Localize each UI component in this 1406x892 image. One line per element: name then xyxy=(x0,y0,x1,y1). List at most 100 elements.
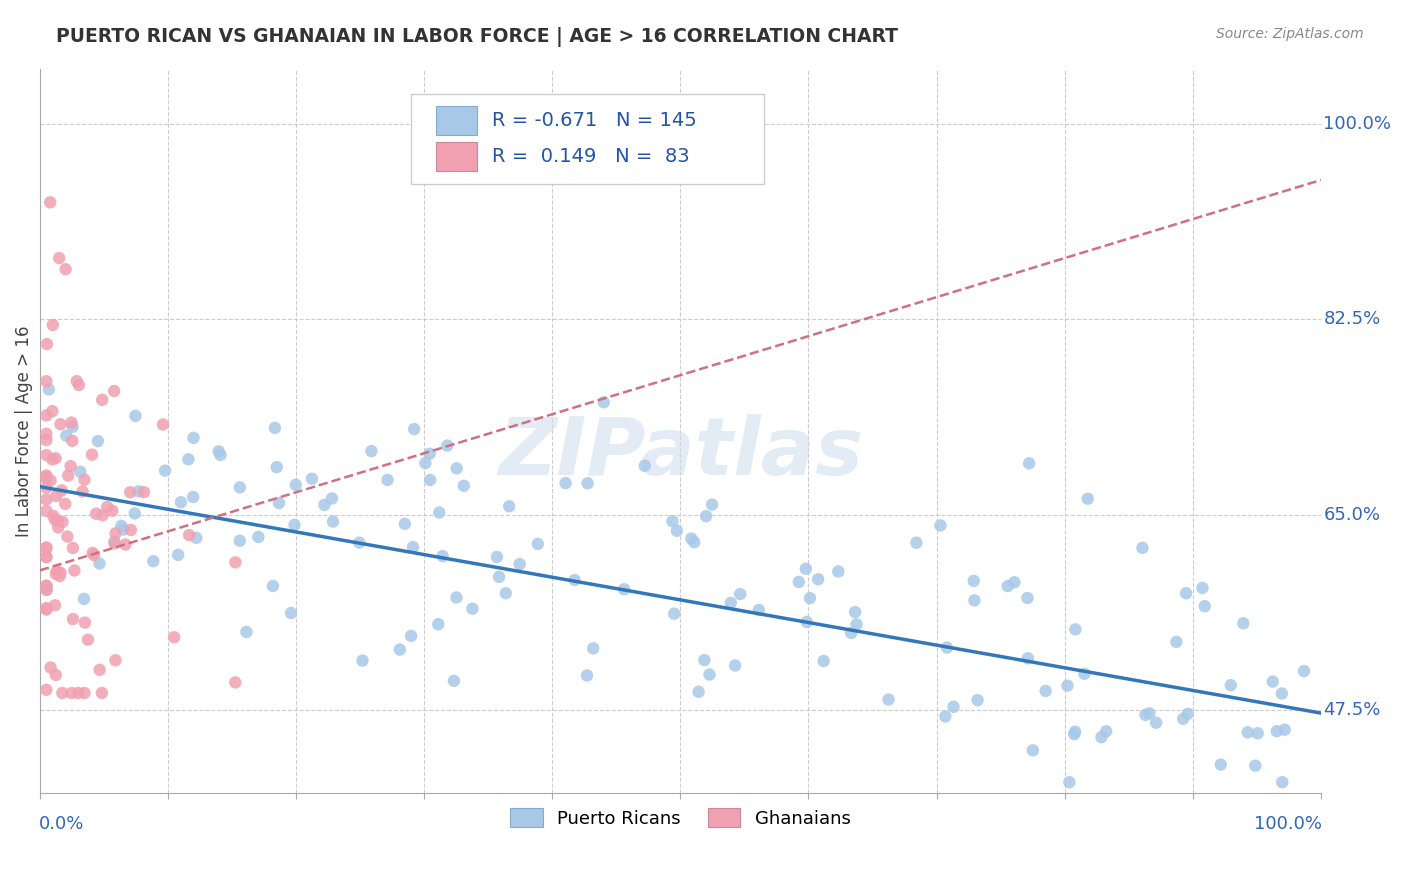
Point xyxy=(436,439,458,453)
Point xyxy=(1090,730,1112,744)
Point xyxy=(35,337,58,351)
Text: Source: ZipAtlas.com: Source: ZipAtlas.com xyxy=(1216,27,1364,41)
Point xyxy=(935,640,957,655)
Point xyxy=(128,484,150,499)
Point xyxy=(83,548,105,562)
Point xyxy=(1244,758,1267,772)
Point xyxy=(46,520,69,534)
Point xyxy=(45,668,67,682)
Point xyxy=(42,508,65,523)
Point xyxy=(167,548,190,562)
Point xyxy=(45,451,67,466)
Point xyxy=(89,663,111,677)
Point xyxy=(827,565,849,579)
Point xyxy=(35,682,58,697)
Point xyxy=(1022,743,1045,757)
Point xyxy=(114,537,136,551)
Point xyxy=(35,504,58,518)
Point xyxy=(58,468,80,483)
Point xyxy=(905,535,928,549)
Point xyxy=(48,251,70,265)
Point xyxy=(73,473,96,487)
Point xyxy=(35,579,58,593)
Point xyxy=(877,692,900,706)
Point xyxy=(266,460,288,475)
Point xyxy=(42,318,65,332)
Point xyxy=(1018,456,1040,470)
Point xyxy=(35,582,58,597)
Point xyxy=(153,464,176,478)
Point xyxy=(402,540,425,554)
Point xyxy=(73,591,96,606)
Legend: Puerto Ricans, Ghanaians: Puerto Ricans, Ghanaians xyxy=(503,801,858,835)
Point xyxy=(170,495,193,509)
Point xyxy=(229,480,252,494)
Point xyxy=(322,515,344,529)
Point xyxy=(799,591,821,606)
Point xyxy=(124,409,146,423)
Point xyxy=(35,470,58,484)
Point xyxy=(35,582,58,597)
Point xyxy=(51,686,73,700)
Point xyxy=(224,555,246,569)
Point xyxy=(35,481,58,495)
Point xyxy=(39,195,62,210)
Point xyxy=(592,395,614,409)
Point xyxy=(695,509,717,524)
Point xyxy=(665,524,688,538)
Point xyxy=(934,709,956,723)
Point xyxy=(1139,706,1161,721)
Point xyxy=(229,533,252,548)
Text: 47.5%: 47.5% xyxy=(1323,701,1381,719)
Point xyxy=(41,452,63,467)
Text: R = -0.671   N = 145: R = -0.671 N = 145 xyxy=(492,112,697,130)
Point xyxy=(35,448,58,462)
Point xyxy=(453,479,475,493)
Point xyxy=(49,566,72,580)
Point xyxy=(349,535,371,549)
Point xyxy=(35,374,58,388)
Point xyxy=(183,431,205,445)
Point xyxy=(35,471,58,485)
Point xyxy=(41,404,63,418)
Point xyxy=(1064,623,1087,637)
Point xyxy=(124,507,146,521)
Point xyxy=(45,489,67,503)
Point xyxy=(787,574,810,589)
Point xyxy=(509,557,531,571)
Point xyxy=(235,624,257,639)
Point xyxy=(1035,684,1057,698)
Point xyxy=(963,574,986,588)
Point xyxy=(112,523,135,537)
Point xyxy=(103,536,125,550)
Point xyxy=(1271,775,1294,789)
Point xyxy=(1077,491,1099,506)
Point xyxy=(55,262,77,277)
Point xyxy=(44,513,66,527)
Point xyxy=(301,472,323,486)
Point xyxy=(84,507,107,521)
Point xyxy=(103,384,125,398)
Point xyxy=(35,549,58,564)
Point xyxy=(35,541,58,555)
Point xyxy=(35,433,58,447)
Point xyxy=(724,658,747,673)
Point xyxy=(67,378,90,392)
Point xyxy=(485,549,508,564)
Point xyxy=(1274,723,1296,737)
Point xyxy=(262,579,284,593)
Point xyxy=(1232,616,1254,631)
Point xyxy=(82,546,104,560)
Bar xyxy=(436,106,477,136)
Point xyxy=(60,686,83,700)
Point xyxy=(966,693,988,707)
Point xyxy=(142,554,165,568)
Point xyxy=(1219,678,1241,692)
Point xyxy=(1095,724,1118,739)
Point xyxy=(46,564,69,578)
Point xyxy=(813,654,835,668)
Point xyxy=(1265,724,1288,739)
Point xyxy=(91,392,114,407)
Point xyxy=(419,473,441,487)
Point xyxy=(209,448,232,462)
